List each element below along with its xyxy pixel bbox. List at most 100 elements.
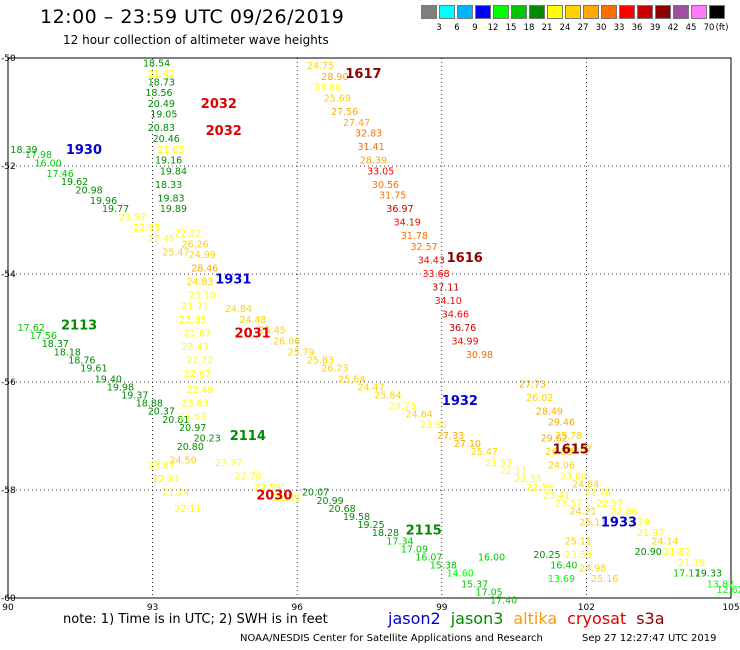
data-label: 22.78 [584, 488, 611, 499]
legend-tick-label: 36 [631, 23, 643, 33]
time-annotation: 2032 [206, 124, 242, 139]
data-label: 24.97 [565, 445, 592, 456]
plot-frame [7, 57, 732, 599]
data-label: 23.57 [119, 212, 146, 223]
time-annotation: 1617 [345, 67, 381, 82]
data-label: 24.83 [186, 277, 213, 288]
legend-swatch [583, 5, 599, 19]
data-label: 26.83 [545, 447, 572, 458]
data-label: 19.96 [90, 196, 117, 207]
data-label: 17.62 [18, 323, 45, 334]
data-label: 23.87 [148, 461, 175, 472]
data-label: 24.84 [225, 304, 252, 315]
time-annotation: 2031 [235, 326, 271, 341]
data-label: 23.73 [389, 401, 416, 412]
data-label: 27.56 [331, 107, 358, 118]
data-label: 22.67 [184, 369, 211, 380]
timestamp-text: Sep 27 12:27:47 UTC 2019 [582, 633, 717, 644]
data-label: 24.84 [572, 480, 599, 491]
data-label: 19.84 [160, 166, 187, 177]
legend-tick-label: 21 [541, 23, 553, 33]
legend-swatch [439, 5, 455, 19]
legend-tick-label: (ft) [715, 23, 729, 33]
legend-swatch [691, 5, 707, 19]
data-label: 24.48 [239, 315, 266, 326]
legend-tick-label: 45 [685, 23, 697, 33]
data-label: 36.76 [449, 323, 476, 334]
data-label: 28.46 [191, 264, 218, 275]
data-label: 16.07 [415, 553, 442, 564]
x-tick-label: 99 [436, 603, 448, 613]
data-label: 19.33 [695, 569, 722, 580]
satellite-label-s3a: s3a [636, 609, 665, 628]
y-tick-label: -60 [1, 594, 16, 604]
data-label: 23.59 [565, 550, 592, 561]
data-label: 16.00 [35, 158, 62, 169]
data-label: 25.78 [555, 431, 582, 442]
data-label: 25.11 [579, 517, 606, 528]
data-label: 22.59 [254, 482, 281, 493]
data-label: 31.78 [401, 231, 428, 242]
data-label: 17.56 [30, 331, 57, 342]
data-label: 20.37 [148, 407, 175, 418]
data-label: 18.54 [143, 58, 170, 69]
time-annotation: 1616 [447, 251, 483, 266]
x-tick-label: 105 [722, 603, 739, 613]
data-label: 25.47 [162, 247, 189, 258]
x-tick-label: 93 [147, 603, 158, 613]
data-label: 21.52 [485, 458, 512, 469]
data-label: 21.24 [162, 488, 189, 499]
legend-tick-label: 9 [472, 23, 478, 33]
data-label: 18.28 [372, 528, 399, 539]
data-label: 17.98 [25, 150, 52, 161]
x-tick-label: 90 [2, 603, 14, 613]
data-label: 19.58 [343, 512, 370, 523]
y-tick-label: -58 [1, 486, 16, 496]
data-label: 34.10 [435, 296, 462, 307]
legend-tick-label: 3 [436, 23, 442, 33]
data-label: 22.11 [174, 504, 201, 515]
data-label: 20.80 [177, 442, 204, 453]
legend-tick-label: 27 [577, 23, 589, 33]
data-label: 22.45 [148, 234, 175, 245]
data-label: 31.41 [357, 142, 384, 153]
data-label: 23.10 [189, 291, 216, 302]
data-label: 19.25 [357, 520, 384, 531]
time-annotation: 1933 [601, 515, 637, 530]
legend-tick-label: 24 [559, 23, 571, 33]
data-label: 27.33 [437, 431, 464, 442]
data-label: 25.45 [259, 326, 286, 337]
data-label: 25.11 [565, 536, 592, 547]
time-annotation: 1615 [553, 443, 589, 458]
time-annotation: 2113 [61, 318, 97, 333]
data-label: 30.98 [466, 350, 493, 361]
data-label: 19.37 [121, 391, 148, 402]
data-label: 19.98 [107, 382, 134, 393]
satellite-key: jason2 jason3 altika cryosat s3a [388, 609, 675, 628]
y-tick-label: -52 [1, 162, 16, 172]
data-label: 19.77 [102, 204, 129, 215]
data-label: 17.40 [490, 596, 517, 607]
time-annotation: 1931 [215, 272, 251, 287]
satellite-label-cryosat: cryosat [567, 609, 627, 628]
data-label: 22.95 [133, 223, 160, 234]
data-label: 20.49 [148, 99, 175, 110]
data-label: 20.81 [162, 415, 189, 426]
data-label: 34.66 [442, 310, 469, 321]
data-label: 22.57 [596, 499, 623, 510]
data-label: 20.23 [194, 434, 221, 445]
data-label: 29.62 [541, 434, 568, 445]
data-label: 19.61 [80, 364, 107, 375]
data-label: 22.81 [153, 474, 180, 485]
chart-subtitle: 12 hour collection of altimeter wave hei… [63, 33, 329, 47]
legend-swatch [655, 5, 671, 19]
time-annotation: 1932 [442, 394, 478, 409]
data-label: 20.98 [75, 185, 102, 196]
data-label: 21.99 [273, 493, 300, 504]
data-label: 24.14 [651, 536, 678, 547]
data-label: 21.97 [637, 528, 664, 539]
data-label: 22.43 [182, 342, 209, 353]
legend-swatch [673, 5, 689, 19]
data-label: 21.67 [184, 328, 211, 339]
data-label: 34.43 [418, 256, 445, 267]
